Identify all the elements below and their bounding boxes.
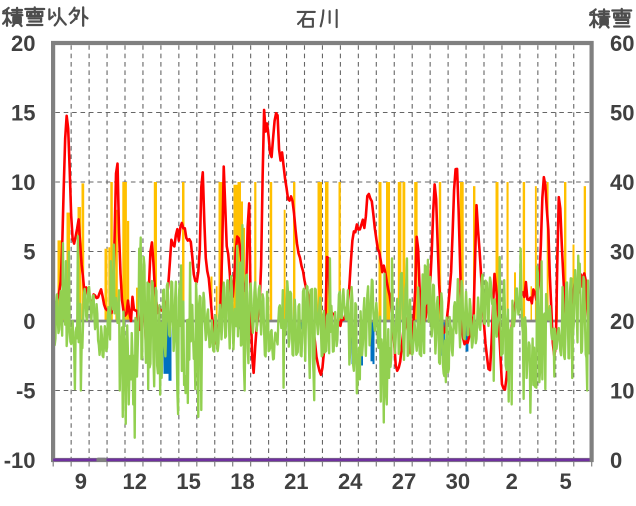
svg-text:27: 27 xyxy=(392,469,416,494)
svg-text:5: 5 xyxy=(559,469,571,494)
svg-text:12: 12 xyxy=(123,469,147,494)
svg-text:20: 20 xyxy=(610,309,634,334)
svg-text:2: 2 xyxy=(506,469,518,494)
svg-text:-5: -5 xyxy=(16,378,36,403)
svg-text:21: 21 xyxy=(284,469,308,494)
svg-text:10: 10 xyxy=(11,170,35,195)
svg-text:18: 18 xyxy=(230,469,254,494)
svg-text:50: 50 xyxy=(610,100,634,125)
svg-text:60: 60 xyxy=(610,31,634,56)
svg-text:30: 30 xyxy=(446,469,470,494)
svg-text:40: 40 xyxy=(610,170,634,195)
svg-text:30: 30 xyxy=(610,239,634,264)
svg-text:10: 10 xyxy=(610,378,634,403)
svg-text:15: 15 xyxy=(176,469,200,494)
svg-text:15: 15 xyxy=(11,100,35,125)
svg-text:20: 20 xyxy=(11,31,35,56)
svg-text:24: 24 xyxy=(338,469,363,494)
svg-text:0: 0 xyxy=(610,448,622,473)
svg-text:5: 5 xyxy=(23,239,35,264)
svg-text:-10: -10 xyxy=(4,448,36,473)
svg-text:0: 0 xyxy=(23,309,35,334)
svg-text:9: 9 xyxy=(75,469,87,494)
